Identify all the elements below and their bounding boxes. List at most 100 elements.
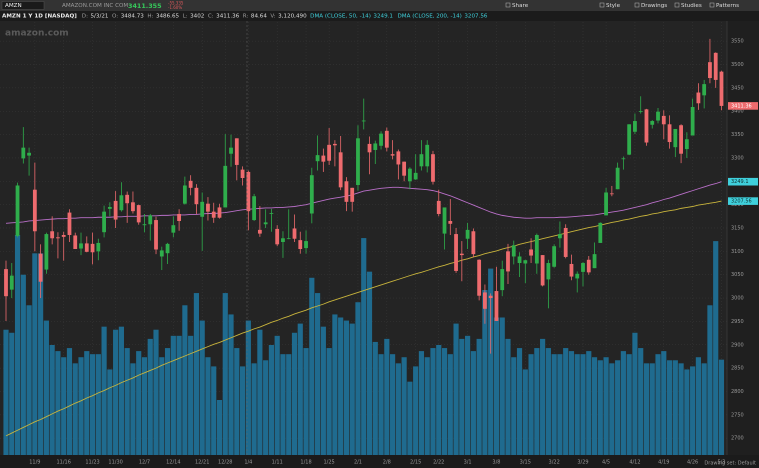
button-icon <box>599 2 605 8</box>
y-tick-label: 3200 <box>731 202 744 208</box>
toolbar-button[interactable]: Share <box>512 3 529 9</box>
y-tick-label: 2900 <box>731 342 744 348</box>
volume-bar <box>251 363 257 455</box>
volume-bar <box>343 320 350 455</box>
volume-bar <box>239 366 246 455</box>
x-tick-label: 2/1 <box>354 460 362 466</box>
info-value: 5/3/21 <box>90 14 108 20</box>
candle-body <box>332 143 337 146</box>
info-label: H: <box>147 14 153 20</box>
x-tick-label: 3/15 <box>520 460 531 466</box>
candle-body <box>517 256 522 264</box>
volume-bar <box>72 363 78 455</box>
toolbar-button[interactable]: Drawings <box>641 3 667 9</box>
volume-bar <box>470 351 476 455</box>
volume-bar <box>643 363 650 455</box>
candle-body <box>483 292 487 309</box>
volume-bar <box>528 354 534 455</box>
candle-body <box>684 139 689 150</box>
study-value: 3249.1 <box>373 14 393 20</box>
volume-bar <box>516 348 523 455</box>
candle-body <box>136 205 141 223</box>
volume-bar <box>32 253 38 455</box>
candle-body <box>656 111 660 121</box>
candle-body <box>131 202 135 212</box>
candle-body <box>9 275 14 290</box>
candle-body <box>67 212 72 235</box>
symbol-box[interactable] <box>1 1 45 10</box>
last-price: 3411.355 <box>128 2 162 10</box>
volume-bar <box>176 335 182 455</box>
candle-body <box>298 240 303 250</box>
candle-body <box>142 224 147 226</box>
candle-body <box>194 187 199 205</box>
volume-bar <box>355 302 361 455</box>
volume-bar <box>372 341 378 455</box>
toolbar-button[interactable]: Studies <box>681 3 702 9</box>
volume-bar <box>441 348 448 455</box>
candle-body <box>165 243 170 254</box>
candle-body <box>44 234 49 270</box>
toolbar-button[interactable]: Style <box>606 3 621 9</box>
volume-bar <box>20 274 26 455</box>
volume-bar <box>701 363 707 455</box>
volume-bar <box>141 357 148 455</box>
button-icon <box>674 2 680 8</box>
plot <box>0 22 727 455</box>
x-tick-label: 11/9 <box>29 460 40 466</box>
toolbar-button[interactable]: Patterns <box>716 3 739 9</box>
x-tick-label: 5/3 <box>717 460 725 466</box>
info-label: L: <box>183 14 188 20</box>
volume-bar <box>684 369 690 455</box>
candle-body <box>304 241 308 249</box>
volume-bar <box>26 305 32 455</box>
volume-bar <box>718 359 725 455</box>
candle-body <box>321 155 326 162</box>
candle-body <box>396 151 401 165</box>
candle-body <box>609 193 614 195</box>
candle-body <box>696 92 701 104</box>
volume-bar <box>147 338 153 455</box>
candle-body <box>327 144 332 161</box>
volume-bar <box>113 329 119 455</box>
volume-bar <box>522 369 528 455</box>
volume-bar <box>193 293 199 455</box>
volume-bar <box>690 366 696 455</box>
x-tick-label: 12/7 <box>139 460 150 466</box>
candle-body <box>223 165 228 208</box>
candle-body <box>575 273 580 279</box>
x-tick-label: 1/18 <box>300 460 311 466</box>
volume-bar <box>366 271 373 455</box>
info-value: 84.64 <box>251 14 267 20</box>
volume-bar <box>568 351 575 455</box>
volume-bar <box>95 354 101 455</box>
candle-body <box>240 169 245 179</box>
volume-bar <box>49 345 55 455</box>
company: AMAZON.COM INC COM <box>62 3 128 9</box>
candle-body <box>679 125 683 154</box>
volume-bar <box>615 360 621 455</box>
candle-body <box>465 229 470 239</box>
dma-line <box>5 200 722 437</box>
volume-bar <box>303 348 309 455</box>
candle-body <box>650 121 655 125</box>
volume-bar <box>314 293 321 455</box>
volume-bar <box>291 332 298 455</box>
candle-body <box>436 200 441 214</box>
candle-body <box>263 222 268 225</box>
y-tick-label: 2800 <box>731 389 744 395</box>
volume-bar <box>9 332 15 455</box>
x-tick-label: 11/23 <box>85 460 99 466</box>
volume-bar <box>649 363 655 455</box>
volume-bar <box>320 326 326 455</box>
volume-bar <box>182 305 188 455</box>
drawing-set: Drawing set: Default <box>704 461 756 467</box>
candle-body <box>627 124 632 155</box>
volume-bar <box>661 351 667 455</box>
info-label: D: <box>82 14 88 20</box>
candle-body <box>558 234 562 239</box>
candle-body <box>32 189 37 232</box>
candle-body <box>177 213 181 221</box>
candle-body <box>586 259 591 273</box>
